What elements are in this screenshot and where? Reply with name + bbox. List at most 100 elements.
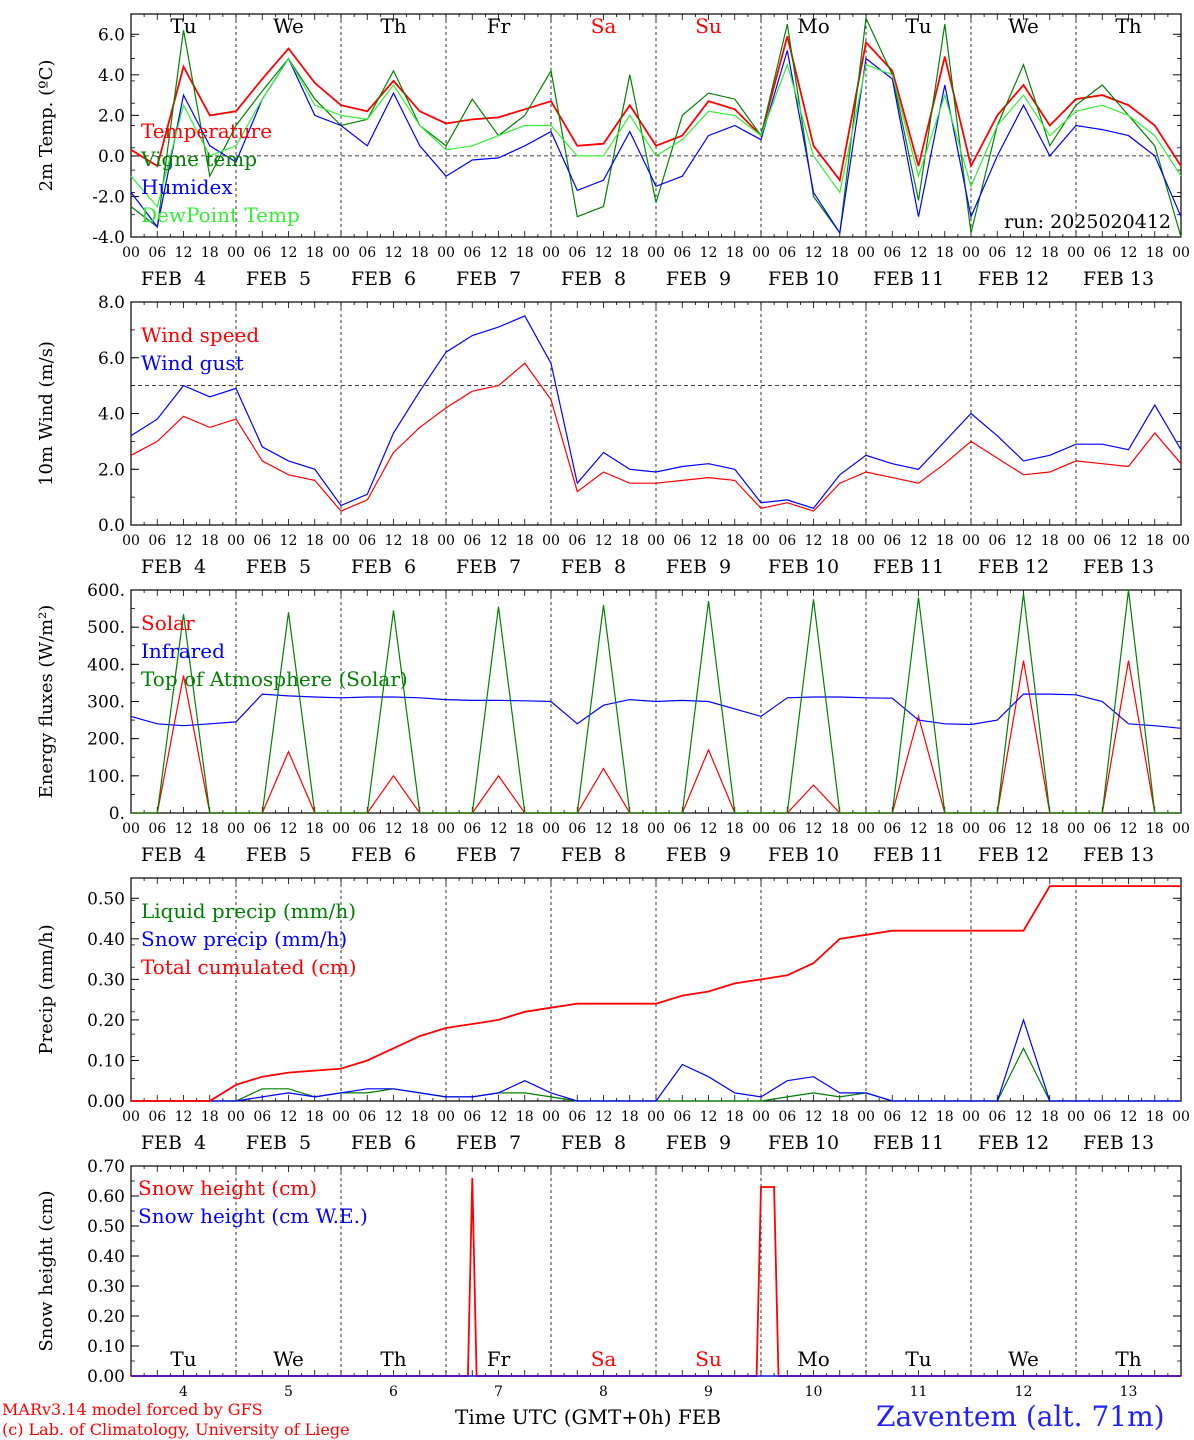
date-label: FEB 7	[456, 556, 521, 578]
hour-tick-label: 06	[253, 821, 271, 837]
y-tick-label: 0.20	[87, 1307, 125, 1327]
hour-tick-label: 00	[437, 245, 455, 261]
legend-entry: Snow height (cm)	[138, 1176, 317, 1200]
hour-tick-label: 00	[1172, 533, 1190, 549]
hour-tick-label: 12	[910, 1109, 928, 1125]
hour-tick-label: 06	[148, 821, 166, 837]
y-tick-label: 300.	[87, 693, 125, 713]
hour-tick-label: 06	[883, 533, 901, 549]
hour-tick-label: 18	[1041, 533, 1059, 549]
hour-tick-label: 06	[148, 245, 166, 261]
day-number-label: 6	[389, 1384, 398, 1400]
hour-tick-label: 06	[778, 533, 796, 549]
hour-tick-label: 00	[752, 533, 770, 549]
hour-tick-label: 06	[463, 245, 481, 261]
hour-tick-label: 18	[726, 1109, 744, 1125]
y-tick-label: 0.50	[87, 1217, 125, 1237]
series-line	[130, 315, 1182, 509]
legend-entry: Total cumulated (cm)	[141, 955, 357, 979]
hour-tick-label: 06	[778, 245, 796, 261]
hour-tick-label: 06	[1093, 533, 1111, 549]
y-tick-label: 600.	[87, 581, 125, 601]
date-label: FEB 6	[351, 1132, 416, 1154]
hour-tick-label: 18	[201, 821, 219, 837]
hour-tick-label: 00	[332, 821, 350, 837]
date-label: FEB 10	[768, 844, 839, 866]
hour-tick-label: 00	[122, 821, 140, 837]
hour-tick-label: 12	[805, 533, 823, 549]
series-line	[130, 57, 1182, 208]
hour-tick-label: 00	[542, 245, 560, 261]
hour-tick-label: 00	[227, 821, 245, 837]
hour-tick-label: 00	[962, 1109, 980, 1125]
y-axis-label: Snow height (cm)	[36, 1190, 57, 1351]
hour-tick-label: 06	[253, 533, 271, 549]
hour-tick-label: 12	[385, 245, 403, 261]
date-label: FEB 6	[351, 268, 416, 290]
hour-tick-label: 12	[805, 245, 823, 261]
y-tick-label: 0.0	[98, 516, 125, 536]
hour-tick-label: 00	[962, 533, 980, 549]
hour-tick-label: 12	[175, 245, 193, 261]
weekday-label: Su	[695, 1347, 722, 1371]
hour-tick-label: 12	[490, 1109, 508, 1125]
weekday-label: Fr	[487, 14, 511, 38]
hour-tick-label: 00	[122, 533, 140, 549]
date-label: FEB 7	[456, 844, 521, 866]
date-label: FEB 12	[978, 556, 1049, 578]
hour-tick-label: 00	[647, 821, 665, 837]
date-label: FEB 13	[1083, 268, 1154, 290]
legend-entry: Snow height (cm W.E.)	[138, 1204, 368, 1228]
date-label: FEB 9	[666, 268, 731, 290]
y-tick-label: 6.0	[98, 25, 125, 45]
weekday-label: We	[1008, 14, 1039, 38]
hour-tick-label: 00	[857, 821, 875, 837]
date-label: FEB 4	[141, 556, 206, 578]
hour-tick-label: 00	[437, 821, 455, 837]
legend-entry: Infrared	[141, 639, 225, 663]
hour-tick-label: 12	[385, 533, 403, 549]
hour-tick-label: 00	[542, 533, 560, 549]
hour-tick-label: 00	[857, 1109, 875, 1125]
hour-tick-label: 12	[910, 245, 928, 261]
hour-tick-label: 18	[516, 245, 534, 261]
date-label: FEB 4	[141, 1132, 206, 1154]
legend-entry: Vigne temp	[140, 147, 257, 171]
hour-tick-label: 18	[201, 533, 219, 549]
weekday-label: Tu	[170, 14, 196, 38]
model-credit: MARv3.14 model forced by GFS	[2, 1400, 263, 1419]
hour-tick-label: 00	[1172, 821, 1190, 837]
hour-tick-label: 12	[700, 245, 718, 261]
legend-entry: DewPoint Temp	[141, 203, 300, 227]
hour-tick-label: 18	[306, 533, 324, 549]
hour-tick-label: 06	[988, 1109, 1006, 1125]
date-label: FEB 13	[1083, 1132, 1154, 1154]
hour-tick-label: 00	[857, 245, 875, 261]
y-tick-label: 6.0	[98, 349, 125, 369]
date-label: FEB 5	[246, 268, 311, 290]
x-axis-title: Time UTC (GMT+0h) FEB	[455, 1405, 722, 1429]
weekday-label: We	[273, 14, 304, 38]
date-label: FEB 5	[246, 844, 311, 866]
hour-tick-label: 00	[1067, 1109, 1085, 1125]
hour-tick-label: 12	[385, 821, 403, 837]
series-line	[131, 1017, 1181, 1102]
legend-entry: Wind gust	[141, 351, 244, 375]
hour-tick-label: 06	[673, 821, 691, 837]
hour-tick-label: 18	[621, 1109, 639, 1125]
hour-tick-label: 12	[385, 1109, 403, 1125]
hour-tick-label: 00	[647, 245, 665, 261]
hour-tick-label: 18	[831, 1109, 849, 1125]
hour-tick-label: 18	[1041, 821, 1059, 837]
weekday-label: Tu	[905, 1347, 931, 1371]
hour-tick-label: 00	[1067, 533, 1085, 549]
hour-tick-label: 12	[175, 821, 193, 837]
hour-tick-label: 18	[936, 1109, 954, 1125]
hour-tick-label: 00	[227, 1109, 245, 1125]
day-number-label: 5	[284, 1384, 293, 1400]
weekday-label: Th	[1115, 14, 1141, 38]
hour-tick-label: 06	[1093, 245, 1111, 261]
y-tick-label: 400.	[87, 655, 125, 675]
hour-tick-label: 06	[463, 533, 481, 549]
hour-tick-label: 06	[988, 821, 1006, 837]
